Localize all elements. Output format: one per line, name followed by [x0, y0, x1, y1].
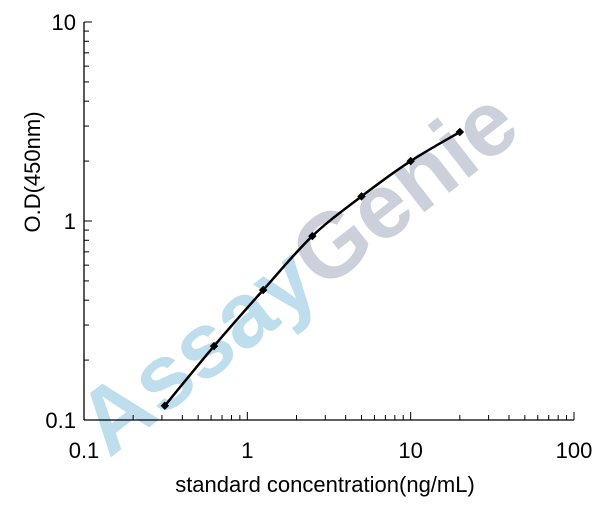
watermark-logo: Assay Genie	[58, 70, 536, 475]
x-tick-label: 0.1	[69, 438, 100, 463]
data-point-marker	[455, 127, 465, 137]
y-axis-title: O.D(450nm)	[20, 111, 45, 232]
y-tick-label: 1	[64, 209, 76, 234]
y-tick-label: 0.1	[45, 408, 76, 433]
data-point-marker	[406, 156, 415, 166]
tick-labels: 0.1 1 10 100 0.1 1 10	[45, 10, 592, 463]
watermark-assay: Assay	[58, 227, 334, 474]
data-point-marker	[160, 401, 170, 410]
data-point-marker	[258, 285, 268, 295]
x-axis-title: standard concentration(ng/mL)	[175, 472, 475, 497]
x-tick-label: 1	[241, 438, 253, 463]
watermark-genie: Genie	[272, 70, 536, 308]
data-point-marker	[357, 192, 366, 201]
y-tick-label: 10	[52, 10, 76, 35]
data-point-marker	[308, 231, 317, 241]
x-tick-label: 10	[398, 438, 422, 463]
x-tick-label: 100	[556, 438, 593, 463]
data-point-marker	[209, 341, 219, 351]
series-group	[160, 127, 465, 410]
tick-marks	[83, 21, 575, 421]
